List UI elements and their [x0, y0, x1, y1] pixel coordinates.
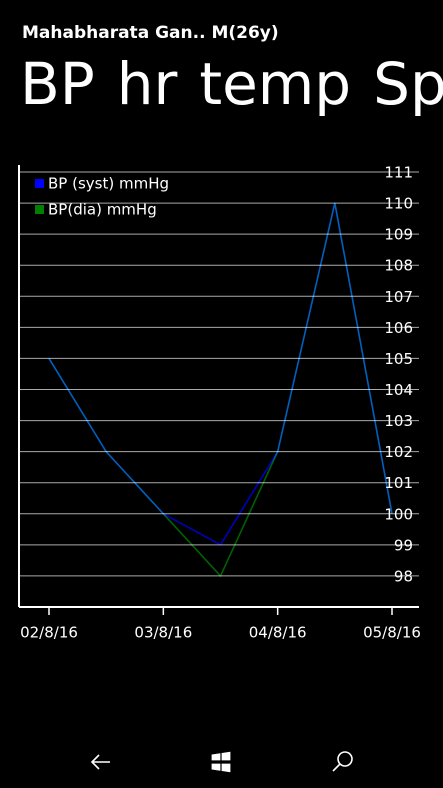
y-tick-label: 106	[384, 319, 413, 337]
y-tick-label: 103	[384, 412, 413, 430]
y-tick-label: 102	[384, 443, 413, 461]
y-tick-label: 107	[384, 288, 413, 306]
series-line	[48, 202, 393, 578]
y-tick-label: 98	[394, 567, 413, 585]
x-tick-label: 04/8/16	[249, 624, 307, 642]
pivot-item[interactable]: temp	[199, 50, 351, 118]
y-tick-label: 111	[384, 164, 413, 182]
legend-label: BP (syst) mmHg	[48, 175, 169, 193]
pivot-item[interactable]: hr	[117, 50, 178, 118]
x-tick-label: 05/8/16	[363, 624, 421, 642]
pivot-item[interactable]: BP	[20, 50, 95, 118]
y-tick-label: 101	[384, 474, 413, 492]
y-tick-label: 110	[384, 195, 413, 213]
home-button[interactable]	[210, 750, 232, 774]
y-tick-label: 104	[384, 381, 413, 399]
back-button[interactable]	[90, 754, 110, 770]
legend-label: BP(dia) mmHg	[48, 201, 157, 219]
x-tick-label: 02/8/16	[20, 624, 78, 642]
y-tick-label: 108	[384, 257, 413, 275]
profile-title: Mahabharata Gan.. M(26y)	[22, 23, 279, 43]
chart: 98 99 100 101 102 103 104 105 106 107 108 109 110 111…	[18, 164, 421, 642]
y-tick-label: 109	[384, 226, 413, 244]
legend-swatch	[35, 205, 44, 214]
nav-bar	[90, 750, 353, 774]
y-tick-label: 100	[384, 505, 413, 523]
y-tick-label: 99	[394, 536, 413, 554]
pivot-item[interactable]: Spo	[373, 50, 443, 118]
series-line	[48, 202, 393, 546]
search-button[interactable]	[337, 751, 353, 767]
y-tick-label: 105	[384, 350, 413, 368]
x-tick-label: 03/8/16	[134, 624, 192, 642]
legend-swatch	[35, 179, 44, 188]
